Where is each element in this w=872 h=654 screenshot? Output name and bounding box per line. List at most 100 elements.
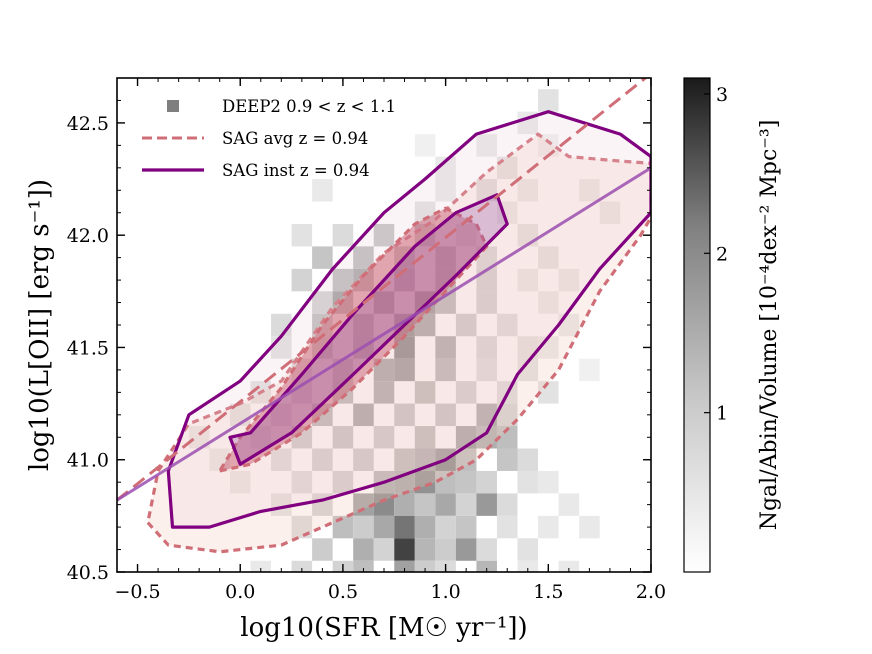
- x-tick-label: −0.5: [114, 581, 160, 603]
- heatmap-cell: [435, 470, 456, 494]
- heatmap-cell: [435, 156, 456, 180]
- heatmap-cell: [394, 538, 415, 561]
- heatmap-cell: [435, 515, 456, 539]
- heatmap-cell: [435, 291, 456, 314]
- heatmap-cell: [291, 560, 313, 572]
- heatmap-cell: [558, 268, 580, 292]
- heatmap-cell: [312, 448, 333, 471]
- heatmap-cell: [271, 448, 292, 471]
- colorbar: 1 2 3 Ngal/Abin/Volume [10⁻⁴dex⁻² Mpc⁻³]: [683, 77, 782, 573]
- heatmap-cell: [455, 470, 477, 494]
- heatmap-cell: [435, 179, 456, 202]
- heatmap-cell: [476, 426, 497, 449]
- y-axis-title: log10(L[OII] [erg s⁻¹]): [25, 179, 55, 471]
- x-tick-label: 1.5: [533, 581, 563, 603]
- sag-inst-inner-contour: [228, 193, 509, 466]
- heatmap-cell: [579, 358, 600, 382]
- heatmap-cell: [312, 179, 333, 202]
- heatmap-cell: [414, 381, 436, 404]
- heatmap-cell: [579, 179, 600, 202]
- heatmap-cell: [229, 470, 251, 494]
- heatmap-cell: [353, 448, 374, 471]
- heatmap-cell: [332, 470, 354, 494]
- heatmap-cell: [435, 493, 456, 516]
- heatmap-cell: [414, 134, 436, 157]
- legend-label-sag-inst: SAG inst z = 0.94: [222, 161, 370, 180]
- heatmap-cell: [394, 336, 415, 359]
- y-tick-label: 42.5: [67, 113, 109, 135]
- heatmap-cell: [373, 493, 395, 516]
- heatmap-cell: [455, 538, 477, 561]
- heatmap-cell: [517, 560, 539, 572]
- heatmap-cell: [373, 515, 395, 539]
- plot-area: −0.5 0.0 0.5 1.0 1.5 2.0 40.5 41.0 41.5 42.0 42.5: [67, 77, 666, 603]
- legend-label-deep2: DEEP2 0.9 < z < 1.1: [222, 97, 396, 116]
- colorbar-ticks: 1 2 3: [704, 84, 728, 425]
- colorbar-gradient: [683, 77, 711, 573]
- heatmap-cell: [291, 268, 313, 292]
- x-axis-ticks: −0.5 0.0 0.5 1.0 1.5 2.0: [114, 78, 666, 603]
- heatmap-cell: [394, 515, 415, 539]
- sag-avg-inner-contour: [218, 206, 489, 473]
- heatmap-cell: [394, 560, 415, 572]
- heatmap-cell: [332, 426, 354, 449]
- y-tick-label: 41.0: [67, 450, 109, 472]
- legend-marker-deep2: [167, 100, 179, 112]
- heatmap-cell: [538, 89, 559, 112]
- heatmap-cell: [476, 291, 497, 314]
- heatmap-cell: [312, 291, 333, 314]
- heatmap-cell: [332, 223, 354, 247]
- sag-inst-fit-line: [117, 166, 651, 502]
- x-tick-label: 0.5: [328, 581, 358, 603]
- heatmap-cell: [435, 403, 456, 427]
- heatmap-cell: [538, 291, 559, 314]
- x-tick-label: 1.0: [431, 581, 461, 603]
- legend-label-sag-avg: SAG avg z = 0.94: [222, 129, 368, 148]
- heatmap-cell: [373, 538, 395, 561]
- heatmap-cell: [394, 448, 415, 471]
- heatmap-cell: [538, 515, 559, 539]
- heatmap-cell: [558, 560, 580, 572]
- heatmap-cell: [332, 268, 354, 292]
- heatmap-cell: [496, 448, 518, 471]
- heatmap-cell: [496, 493, 518, 516]
- heatmap-cell: [414, 560, 436, 572]
- y-tick-label: 42.0: [67, 225, 109, 247]
- heatmap-cell: [538, 246, 559, 269]
- x-axis-title: log10(SFR [M☉ yr⁻¹]): [240, 613, 527, 643]
- heatmap-cell: [291, 223, 313, 247]
- colorbar-tick-label: 3: [716, 84, 728, 106]
- heatmap-cell: [476, 336, 497, 359]
- colorbar-title: Ngal/Abin/Volume [10⁻⁴dex⁻² Mpc⁻³]: [757, 120, 782, 531]
- heatmap-cell: [476, 560, 497, 572]
- heatmap-cell: [517, 538, 539, 561]
- heatmap-cell: [353, 538, 374, 561]
- heatmap-cell: [435, 538, 456, 561]
- heatmap-cell: [353, 515, 374, 539]
- heatmap-cell: [353, 246, 374, 269]
- heatmap-cell: [435, 358, 456, 382]
- heatmap-cell: [414, 493, 436, 516]
- heatmap-cell: [373, 381, 395, 404]
- heatmap-cell: [394, 403, 415, 427]
- heatmap-cell: [496, 426, 518, 449]
- heatmap-cell: [517, 470, 539, 494]
- heatmap-cell: [271, 493, 292, 516]
- colorbar-tick-label: 1: [716, 403, 728, 425]
- heatmap-cell: [476, 358, 497, 382]
- heatmap-cell: [250, 560, 272, 572]
- x-tick-label: 0.0: [225, 581, 255, 603]
- heatmap-cell: [476, 134, 497, 157]
- sag-avg-fit-line: [117, 78, 648, 502]
- heatmap-cell: [455, 515, 477, 539]
- x-tick-label: 2.0: [636, 581, 666, 603]
- heatmap-cell: [558, 493, 580, 516]
- y-axis-ticks: 40.5 41.0 41.5 42.0 42.5: [67, 77, 651, 584]
- heatmap-cell: [538, 470, 559, 494]
- heatmap-cell: [353, 560, 374, 572]
- contour-layer: [117, 78, 651, 554]
- heatmap-cell: [455, 381, 477, 404]
- heatmap-cell: [435, 336, 456, 359]
- heatmap-cell: [496, 403, 518, 427]
